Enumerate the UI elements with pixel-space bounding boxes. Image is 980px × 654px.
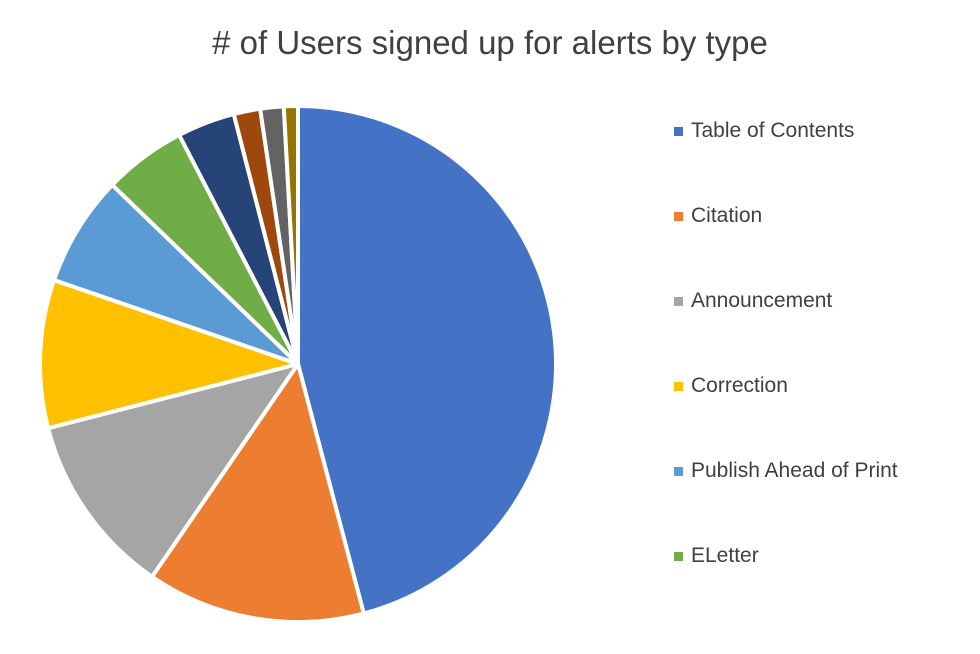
legend-swatch-correction [674,382,683,391]
legend-label-correction: Correction [691,374,788,397]
legend-item-publish-ahead-of-print: Publish Ahead of Print [674,458,898,543]
legend-swatch-table-of-contents [674,127,683,136]
legend-label-announcement: Announcement [691,289,833,312]
chart-title: # of Users signed up for alerts by type [212,24,768,61]
legend-swatch-announcement [674,297,683,306]
legend-item-table-of-contents: Table of Contents [674,118,898,203]
legend-item-announcement: Announcement [674,288,898,373]
pie-slice-citation [150,362,366,624]
pie-slice-correction [38,278,300,431]
pie-slice-table-of-contents [296,104,558,616]
legend-label-publish-ahead-of-print: Publish Ahead of Print [691,459,898,482]
legend-label-eletter: ELetter [691,544,759,567]
legend-item-citation: Citation [674,203,898,288]
pie-slice-unlabeled-10 [281,103,300,366]
legend-swatch-citation [674,212,683,221]
legend-swatch-publish-ahead-of-print [674,467,683,476]
legend-item-correction: Correction [674,373,898,458]
legend-label-citation: Citation [691,204,763,227]
chart-legend: Table of Contents Citation Announcement Cor… [674,118,898,628]
pie-slice-announcement [46,362,300,579]
legend-label-table-of-contents: Table of Contents [691,119,855,142]
legend-swatch-eletter [674,552,683,561]
legend-item-eletter: ELetter [674,543,898,628]
pie-slice-publish-ahead-of-print [52,182,300,366]
